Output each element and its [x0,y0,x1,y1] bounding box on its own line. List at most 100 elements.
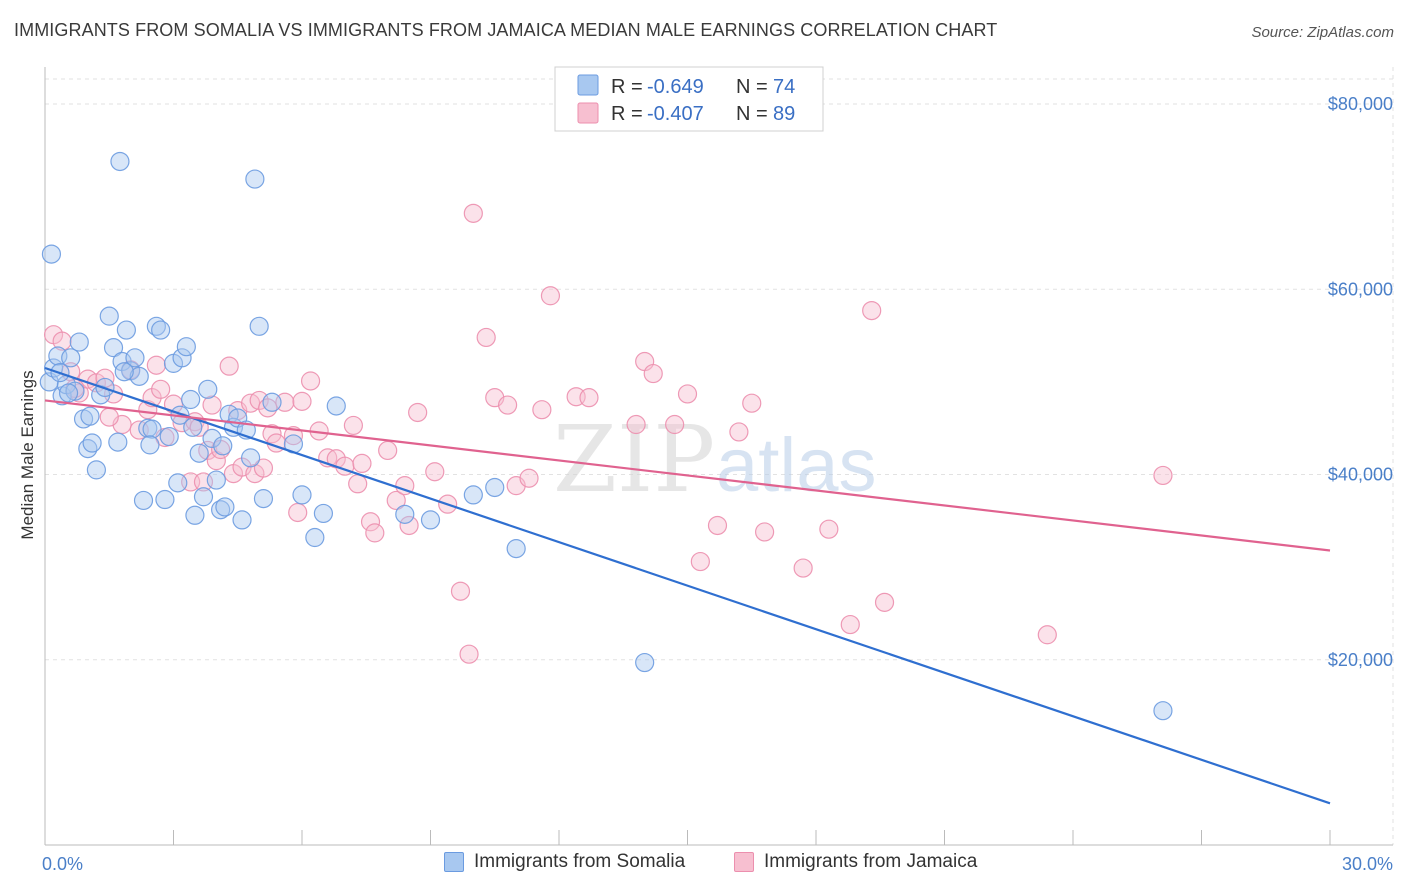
point-somalia-47 [241,448,261,468]
point-jamaica-80 [840,614,860,635]
point-jamaica-56 [450,581,471,601]
point-jamaica-49 [378,440,398,461]
point-somalia-37 [198,379,218,399]
point-jamaica-72 [677,384,698,404]
y-tick-label-1: $40,000 [1328,465,1393,485]
watermark: ZIP atlas [553,406,877,513]
point-somalia-58 [420,510,441,530]
legend-swatch-somalia [577,74,599,96]
point-jamaica-79 [819,519,839,539]
point-jamaica-68 [626,414,646,435]
point-somalia-22 [133,490,154,511]
point-jamaica-47 [360,512,381,532]
point-jamaica-83 [1037,625,1057,645]
point-somalia-15 [103,338,124,358]
point-somalia-56 [326,396,346,416]
point-somalia-6 [65,381,85,401]
point-jamaica-71 [665,414,685,435]
x-tick-labels: 0.0% 30.0% [42,854,1393,874]
legend-n-value-somalia: 74 [773,76,795,98]
legend-n-value-jamaica: 89 [773,103,795,125]
point-somalia-48 [245,169,265,189]
point-somalia-62 [635,652,655,673]
point-jamaica-14 [151,379,171,399]
point-somalia-7 [69,332,89,352]
bottom-legend-somalia: Immigrants from Somalia [444,851,685,873]
point-jamaica-77 [754,522,775,542]
point-jamaica-23 [202,395,222,415]
point-jamaica-13 [146,355,166,375]
y-tick-labels: $20,000 $40,000 $60,000 $80,000 [1328,94,1393,670]
point-jamaica-63 [519,468,539,488]
point-somalia-54 [305,527,325,548]
point-somalia-49 [249,316,269,336]
point-jamaica-58 [463,203,483,223]
legend-swatch-jamaica [577,102,599,124]
point-somalia-18 [116,320,136,340]
x-tick-label-end: 30.0% [1342,854,1393,874]
point-somalia-61 [506,539,526,559]
chart-title: IMMIGRANTS FROM SOMALIA VS IMMIGRANTS FR… [14,20,998,40]
x-tick-label-start: 0.0% [42,854,83,874]
point-jamaica-70 [643,363,663,384]
point-somalia-68 [80,406,100,426]
point-somalia-20 [125,348,145,368]
point-somalia-70 [140,435,160,455]
point-jamaica-52 [399,515,419,536]
point-jamaica-37 [283,426,304,446]
point-jamaica-65 [540,286,561,306]
point-somalia-27 [155,489,175,510]
legend-r-value-somalia: -0.649 [647,76,704,98]
point-jamaica-82 [874,592,895,612]
point-somalia-32 [176,337,196,357]
point-jamaica-48 [365,523,385,543]
point-somalia-35 [189,443,209,463]
point-jamaica-33 [253,458,274,478]
watermark-zip: ZIP [553,406,715,513]
point-jamaica-88 [348,474,368,494]
series-jamaica-points [43,203,1173,664]
point-jamaica-54 [425,462,445,482]
point-somalia-51 [262,392,282,412]
trendline-somalia [44,366,1331,805]
point-jamaica-40 [300,371,321,391]
trendlines [44,366,1331,805]
point-jamaica-74 [707,515,728,536]
point-jamaica-46 [352,453,372,474]
point-somalia-24 [142,419,162,439]
point-somalia-50 [253,489,274,509]
point-jamaica-73 [690,551,710,572]
point-jamaica-51 [395,476,415,496]
point-somalia-36 [193,487,214,507]
point-jamaica-59 [476,327,496,348]
legend-r-label-jamaica: R = [611,103,643,125]
trendline-jamaica [44,399,1331,552]
bottom-legend-label-somalia: Immigrants from Somalia [474,851,686,872]
point-somalia-63 [1153,701,1173,721]
point-jamaica-53 [408,402,428,423]
point-somalia-38 [202,428,222,449]
point-jamaica-81 [862,300,882,321]
point-somalia-69 [114,362,134,382]
legend-r-label-somalia: R = [611,76,643,98]
point-somalia-53 [292,485,312,505]
point-somalia-14 [99,306,119,326]
point-jamaica-50 [386,490,406,511]
point-jamaica-76 [742,393,762,413]
point-jamaica-67 [579,388,599,408]
point-somalia-34 [185,505,205,525]
y-tick-label-0: $20,000 [1328,650,1393,670]
point-somalia-65 [110,151,130,172]
stats-legend-box [554,66,824,132]
y-axis-label: Median Male Earnings [18,370,37,539]
point-jamaica-75 [729,422,749,442]
point-somalia-11 [86,460,107,480]
point-jamaica-39 [292,391,312,411]
x-ticks [44,830,1331,845]
point-somalia-67 [58,383,79,403]
point-somalia-57 [395,504,415,524]
point-jamaica-1 [52,331,72,351]
bottom-legend-label-jamaica: Immigrants from Jamaica [764,851,978,872]
point-somalia-45 [232,510,252,530]
